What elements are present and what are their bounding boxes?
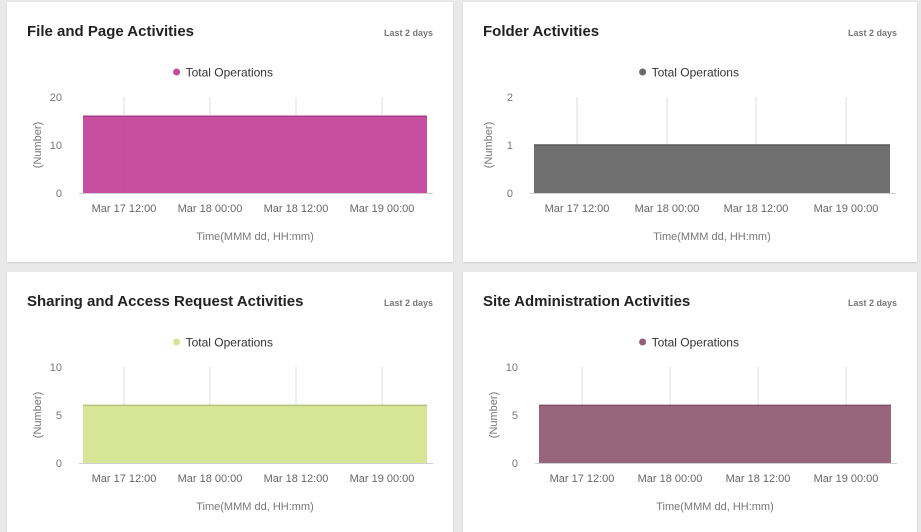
chart-legend: Total Operations [639, 336, 739, 350]
y-tick-label: 5 [56, 410, 62, 422]
y-tick-label: 2 [507, 92, 513, 104]
x-tick-label: Mar 19 00:00 [814, 473, 879, 485]
y-tick-label: 0 [512, 458, 518, 470]
x-tick-label: Mar 18 12:00 [724, 203, 789, 215]
x-tick-label: Mar 17 12:00 [550, 473, 615, 485]
legend-label: Total Operations [186, 336, 273, 350]
x-tick-label: Mar 18 12:00 [264, 473, 329, 485]
x-tick-label: Mar 17 12:00 [545, 203, 610, 215]
date-range-label[interactable]: Last 2 days [383, 298, 433, 308]
x-tick-label: Mar 18 12:00 [264, 203, 329, 215]
legend-label: Total Operations [652, 66, 739, 80]
y-tick-label: 10 [506, 362, 518, 374]
x-tick-label: Mar 18 00:00 [178, 203, 243, 215]
y-tick-label: 0 [56, 458, 62, 470]
y-axis-label: (Number) [483, 122, 495, 168]
y-tick-label: 1 [507, 140, 513, 152]
date-range-label[interactable]: Last 2 days [847, 298, 897, 308]
chart-legend: Total Operations [639, 66, 739, 80]
site-administration-activities-chart: Total Operations 10 5 0 (Number) Mar 17 12:00… [488, 336, 897, 513]
folder-activities-card: Folder Activities Last 2 days Total Oper… [463, 2, 917, 262]
card-title: Folder Activities [483, 23, 600, 40]
y-tick-label: 10 [50, 140, 62, 152]
x-tick-label: Mar 18 00:00 [178, 473, 243, 485]
card-title: Site Administration Activities [483, 293, 691, 310]
legend-label: Total Operations [652, 336, 739, 350]
x-tick-label: Mar 19 00:00 [350, 473, 415, 485]
legend-marker [639, 338, 647, 346]
y-axis-label: (Number) [488, 392, 500, 438]
legend-marker [173, 68, 181, 76]
x-tick-label: Mar 17 12:00 [92, 473, 157, 485]
legend-marker [639, 68, 647, 76]
chart-legend: Total Operations [173, 66, 273, 80]
x-tick-label: Mar 18 00:00 [638, 473, 703, 485]
y-tick-label: 10 [50, 362, 62, 374]
legend-marker [173, 338, 181, 346]
file-and-page-activities-card: File and Page Activities Last 2 days Tot… [7, 2, 453, 262]
data-area [534, 145, 890, 193]
y-tick-label: 20 [50, 92, 62, 104]
x-tick-label: Mar 19 00:00 [350, 203, 415, 215]
y-tick-label: 0 [56, 188, 62, 200]
data-area [83, 405, 427, 463]
site-administration-activities-card: Site Administration Activities Last 2 da… [463, 272, 917, 532]
card-title: Sharing and Access Request Activities [27, 293, 304, 310]
sharing-and-access-request-activities-chart: Total Operations 10 5 0 (Number) Mar 17 12:00… [32, 336, 433, 513]
x-axis-label: Time(MMM dd, HH:mm) [196, 231, 314, 243]
x-tick-label: Mar 18 12:00 [726, 473, 791, 485]
y-tick-label: 0 [507, 188, 513, 200]
chart-legend: Total Operations [173, 336, 273, 350]
x-axis-label: Time(MMM dd, HH:mm) [656, 501, 774, 513]
x-axis-label: Time(MMM dd, HH:mm) [653, 231, 771, 243]
sharing-and-access-request-activities-card: Sharing and Access Request Activities La… [7, 272, 453, 532]
x-tick-label: Mar 18 00:00 [635, 203, 700, 215]
x-tick-label: Mar 17 12:00 [92, 203, 157, 215]
legend-label: Total Operations [186, 66, 273, 80]
date-range-label[interactable]: Last 2 days [383, 28, 433, 38]
file-and-page-activities-chart: Total Operations 20 10 0 (Number) Mar 17 12:0… [32, 66, 433, 243]
y-tick-label: 5 [512, 410, 518, 422]
card-title: File and Page Activities [27, 23, 194, 40]
x-axis-label: Time(MMM dd, HH:mm) [196, 501, 314, 513]
x-tick-label: Mar 19 00:00 [814, 203, 879, 215]
y-axis-label: (Number) [32, 122, 44, 168]
data-area [539, 405, 891, 463]
data-area [83, 116, 427, 193]
date-range-label[interactable]: Last 2 days [847, 28, 897, 38]
folder-activities-chart: Total Operations 2 1 0 (Number) Mar 17 12:00 M… [483, 66, 896, 243]
y-axis-label: (Number) [32, 392, 44, 438]
